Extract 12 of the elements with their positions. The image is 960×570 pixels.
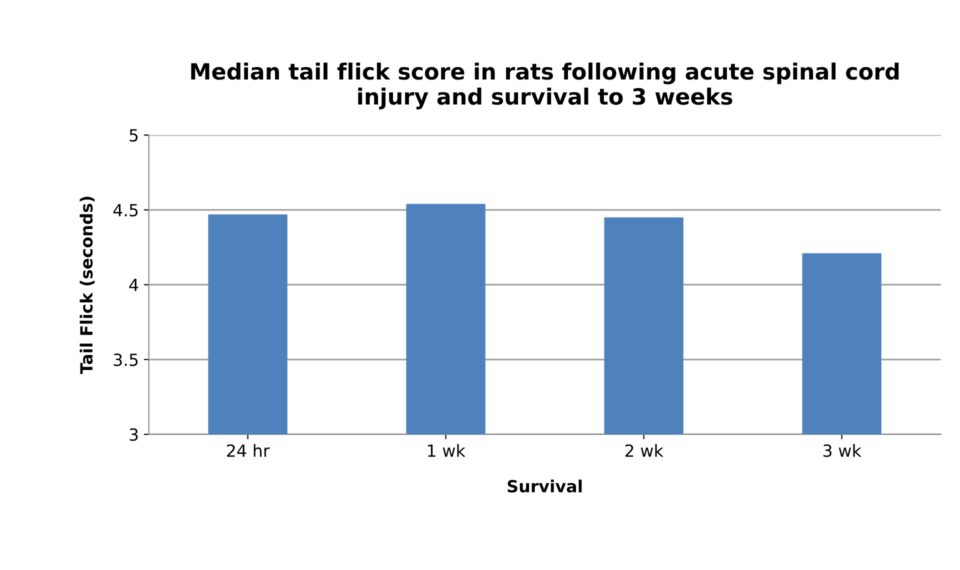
y-axis-title: Tail Flick (seconds)	[80, 196, 95, 374]
y-tick-label: 5	[130, 129, 138, 142]
x-tick-label: 24 hr	[227, 444, 270, 457]
y-tick-label: 4	[129, 278, 138, 292]
chart-title: Median tail flick score in rats following acute spinal cord injury and survival to 3 weeks	[191, 62, 899, 110]
x-tick-label: 3 wk	[823, 444, 862, 457]
x-axis-title: Survival	[508, 480, 582, 493]
x-tick-label: 2 wk	[625, 444, 664, 457]
y-tick-label: 4.5	[113, 204, 138, 216]
y-tick-label: 3.5	[114, 353, 138, 366]
y-tick-label: 3	[130, 428, 138, 441]
x-tick-label: 1 wk	[428, 444, 466, 457]
